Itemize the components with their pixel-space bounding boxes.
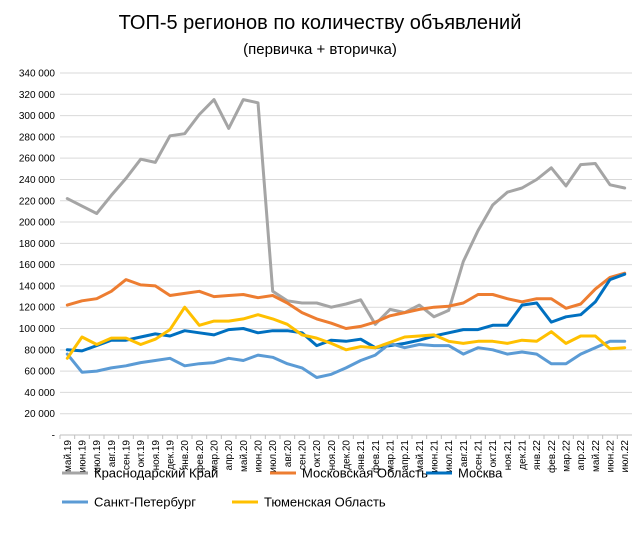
- x-tick-label: апр.20: [224, 440, 235, 471]
- x-tick-label: мар.21: [386, 440, 397, 472]
- x-tick-label: ноя.19: [151, 440, 162, 471]
- x-tick-label: апр.22: [576, 440, 587, 471]
- y-tick-label: 220 000: [19, 196, 56, 207]
- x-tick-label: июл.19: [92, 440, 103, 473]
- x-tick-label: сен.19: [122, 440, 133, 470]
- y-tick-label: 60 000: [24, 367, 55, 378]
- y-tick-label: 180 000: [19, 239, 56, 250]
- chart-subtitle: (первичка + вторичка): [243, 41, 397, 58]
- x-tick-label: янв.22: [532, 440, 543, 471]
- x-tick-label: янв.20: [180, 440, 191, 471]
- x-tick-label: дек.21: [518, 440, 529, 470]
- x-tick-label: окт.20: [312, 440, 323, 468]
- legend-label: Москва: [458, 466, 503, 481]
- y-tick-label: 40 000: [24, 388, 55, 399]
- y-tick-label: 300 000: [19, 111, 56, 122]
- y-tick-label: 340 000: [19, 69, 56, 80]
- legend-label: Московская Область: [302, 466, 428, 481]
- x-tick-label: сен.20: [298, 440, 309, 470]
- x-tick-label: июн.20: [254, 440, 265, 473]
- x-tick-label: авг.19: [107, 440, 118, 468]
- x-tick-label: ноя.20: [327, 440, 338, 471]
- x-axis-ticks: май.19 июн.19 июл.19 авг.19 сен.19 окт.19 ноя.…: [59, 435, 631, 473]
- grid-lines: [60, 72, 632, 436]
- chart-title: ТОП-5 регионов по количеству объявлений: [119, 12, 522, 34]
- y-tick-label: 140 000: [19, 281, 56, 292]
- x-tick-label: авг.20: [283, 440, 294, 468]
- y-axis-ticks: - 20 000 40 000 60 000 80 000 100 000 120 000 1…: [19, 69, 56, 442]
- x-tick-label: май.22: [591, 440, 602, 472]
- x-tick-label: мар.22: [562, 440, 573, 472]
- legend-label: Санкт-Петербург: [94, 495, 196, 510]
- y-tick-label: 20 000: [24, 409, 55, 420]
- series-line-1: [65, 98, 627, 326]
- x-tick-label: июн.21: [430, 440, 441, 473]
- x-tick-label: июл.21: [444, 440, 455, 473]
- x-tick-label: окт.21: [488, 440, 499, 468]
- x-tick-label: фев.21: [370, 440, 382, 473]
- x-tick-label: май.21: [415, 440, 426, 472]
- x-tick-label: фев.22: [546, 440, 558, 473]
- y-tick-label: 280 000: [19, 132, 56, 143]
- x-tick-label: апр.21: [400, 440, 411, 471]
- y-tick-label: 260 000: [19, 154, 56, 165]
- y-tick-label: -: [52, 431, 55, 442]
- series-line-4: [65, 339, 627, 379]
- x-tick-label: фев.20: [194, 440, 206, 473]
- x-tick-label: сен.21: [474, 440, 485, 470]
- x-tick-label: июл.20: [268, 440, 279, 473]
- series-lines: [65, 98, 627, 379]
- x-tick-label: дек.20: [342, 440, 353, 470]
- x-tick-label: июл.22: [620, 440, 631, 473]
- series-line-2: [65, 271, 627, 330]
- y-tick-label: 200 000: [19, 218, 56, 229]
- x-tick-label: май.19: [63, 440, 74, 472]
- x-tick-label: июн.22: [606, 440, 617, 473]
- legend-label: Тюменская Область: [264, 495, 386, 510]
- y-tick-label: 160 000: [19, 260, 56, 271]
- x-tick-label: янв.21: [356, 440, 367, 471]
- x-tick-label: май.20: [239, 440, 250, 472]
- x-tick-label: июн.19: [78, 440, 89, 473]
- series-line-5: [65, 305, 627, 360]
- x-tick-label: авг.21: [459, 440, 470, 468]
- y-tick-label: 100 000: [19, 324, 56, 335]
- y-tick-label: 80 000: [24, 345, 55, 356]
- y-tick-label: 120 000: [19, 303, 56, 314]
- legend: Краснодарский Край Московская Область Моск…: [62, 466, 503, 510]
- x-tick-label: мар.20: [210, 440, 221, 472]
- x-tick-label: ноя.21: [503, 440, 514, 471]
- y-tick-label: 320 000: [19, 90, 56, 101]
- x-tick-label: окт.19: [136, 440, 147, 468]
- x-tick-label: дек.19: [166, 440, 177, 470]
- y-tick-label: 240 000: [19, 175, 56, 186]
- legend-label: Краснодарский Край: [94, 466, 218, 481]
